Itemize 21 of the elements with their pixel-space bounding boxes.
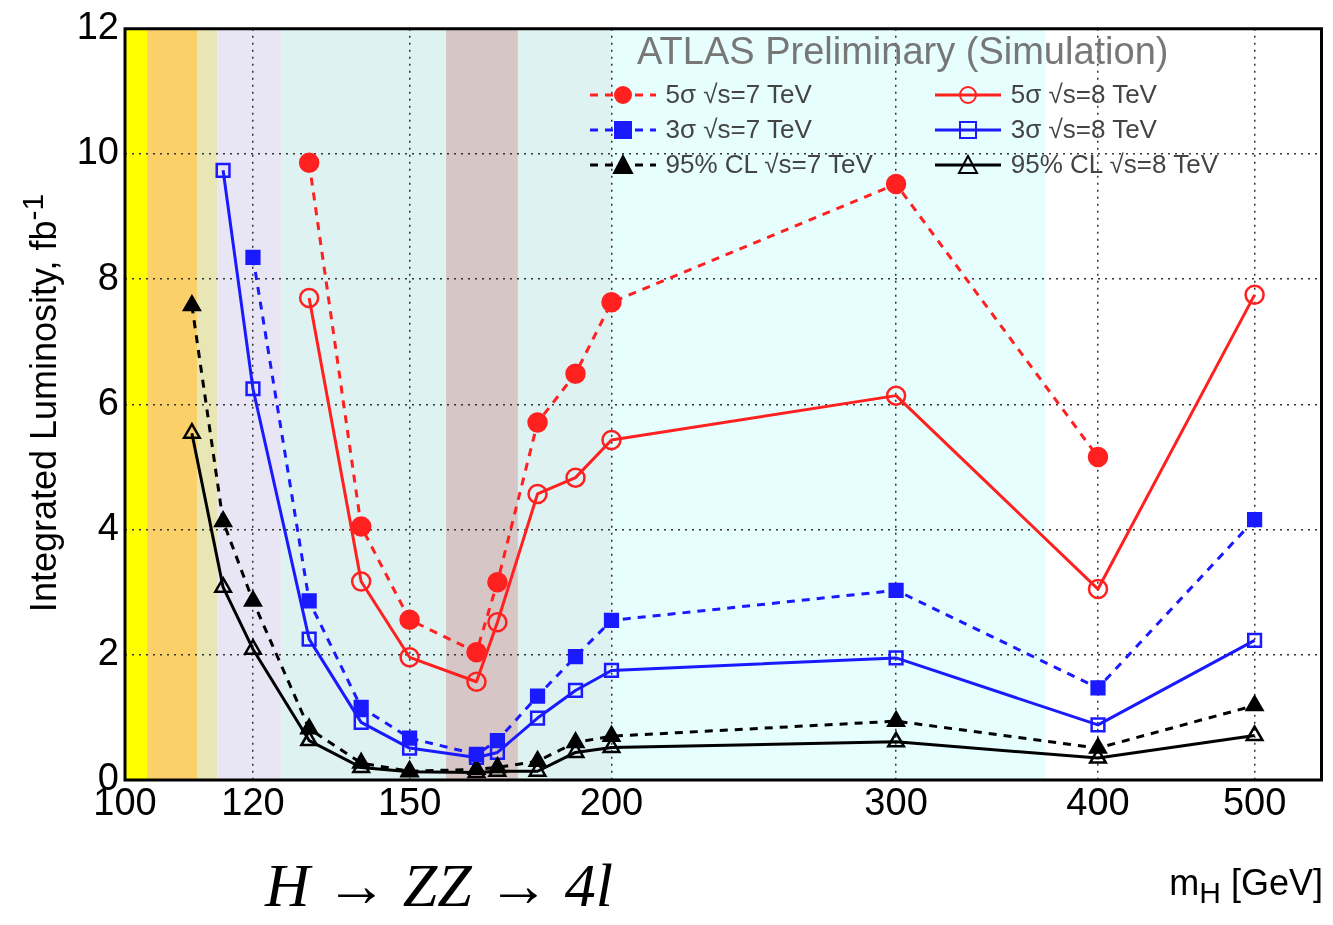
x-axis-title: m$_{H}$ [GeV] [1169, 862, 1323, 911]
x-tick-label: 200 [579, 781, 644, 824]
x-tick-label: 400 [1066, 781, 1130, 824]
legend-label: 3σ √s=8 TeV [1010, 114, 1157, 145]
x-tick-label: 500 [1222, 781, 1287, 824]
text: H → ZZ → 4l [265, 850, 613, 921]
y-tick-label: 4 [97, 506, 119, 549]
legend-label: 95% CL √s=7 TeV [665, 149, 873, 180]
legend-title: ATLAS Preliminary (Simulation) [636, 30, 1170, 73]
x-tick-label: 150 [377, 781, 442, 824]
y-tick-label: 8 [97, 255, 119, 298]
x-tick-label: 120 [221, 781, 285, 824]
legend-label: 5σ √s=8 TeV [1010, 79, 1157, 110]
y-tick-label: 2 [97, 631, 119, 674]
legend-label: 3σ √s=7 TeV [665, 114, 812, 145]
legend-label: 95% CL √s=8 TeV [1010, 149, 1218, 180]
y-tick-label: 12 [76, 5, 119, 48]
y-tick-label: 6 [97, 380, 119, 423]
legend-label: 5σ √s=7 TeV [665, 79, 812, 110]
x-tick-label: 300 [864, 781, 928, 824]
y-tick-label: 10 [76, 130, 119, 173]
